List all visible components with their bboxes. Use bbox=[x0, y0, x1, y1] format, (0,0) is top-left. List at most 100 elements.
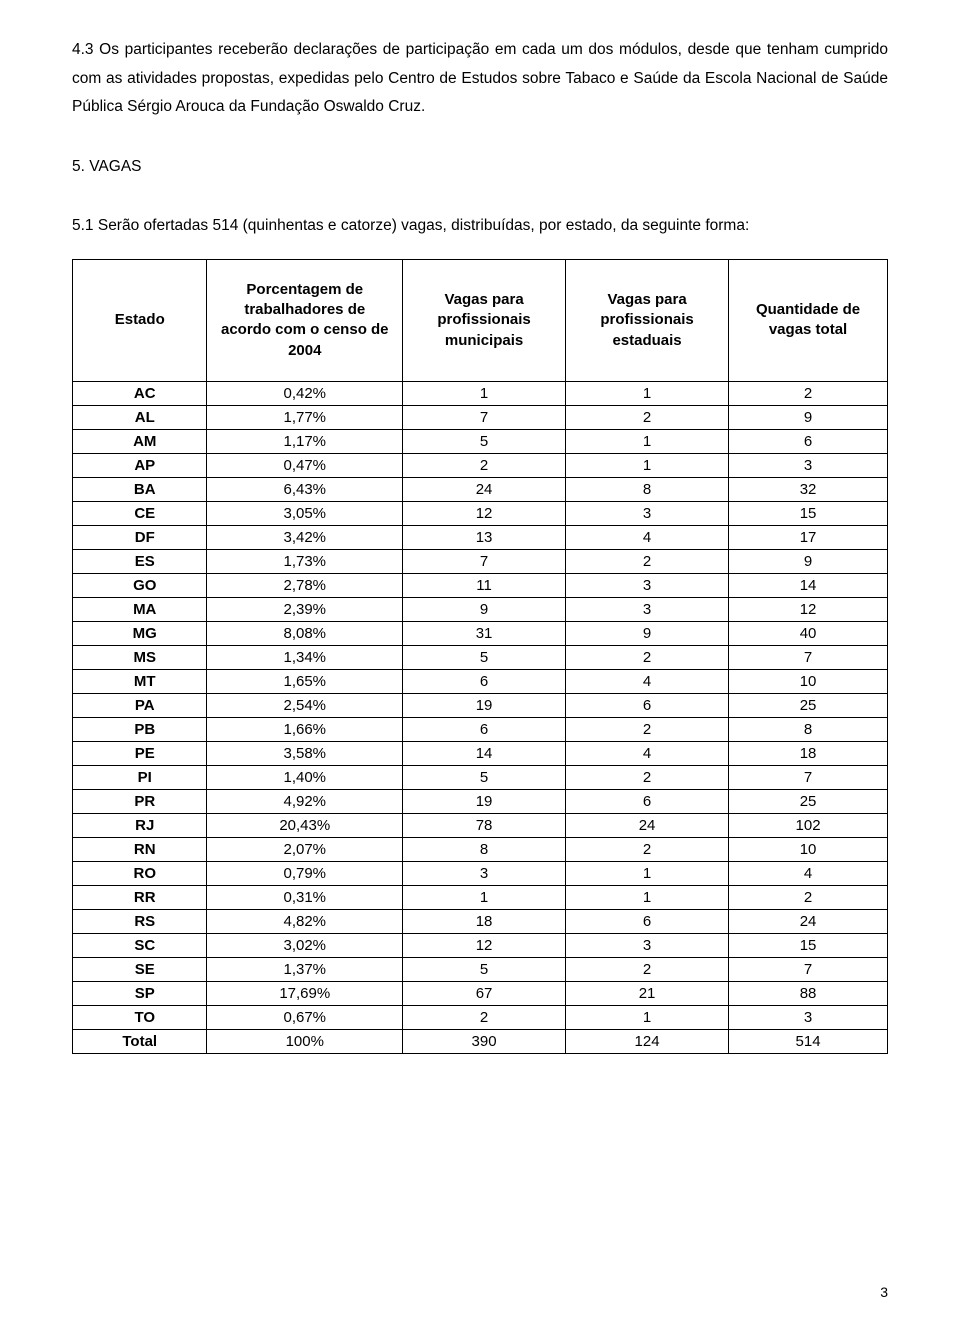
page-number: 3 bbox=[880, 1284, 888, 1300]
table-cell: GO bbox=[73, 573, 207, 597]
table-cell: PB bbox=[73, 717, 207, 741]
table-cell: 78 bbox=[403, 813, 566, 837]
table-cell: 0,47% bbox=[207, 453, 403, 477]
table-cell: 1 bbox=[566, 1005, 729, 1029]
table-row: PI1,40%527 bbox=[73, 765, 888, 789]
table-cell: 1 bbox=[403, 885, 566, 909]
table-cell: 15 bbox=[729, 933, 888, 957]
table-cell: 1,65% bbox=[207, 669, 403, 693]
table-cell: 2 bbox=[566, 549, 729, 573]
table-cell: 6,43% bbox=[207, 477, 403, 501]
table-cell: 12 bbox=[729, 597, 888, 621]
table-row: AM1,17%516 bbox=[73, 429, 888, 453]
table-cell: 7 bbox=[403, 549, 566, 573]
table-cell: 2 bbox=[566, 957, 729, 981]
table-cell: 19 bbox=[403, 789, 566, 813]
table-cell: Total bbox=[73, 1029, 207, 1053]
table-cell: 8 bbox=[566, 477, 729, 501]
table-cell: 3,02% bbox=[207, 933, 403, 957]
table-cell: 6 bbox=[729, 429, 888, 453]
table-cell: 2 bbox=[729, 885, 888, 909]
table-cell: 6 bbox=[566, 693, 729, 717]
table-cell: 4 bbox=[566, 741, 729, 765]
table-cell: 6 bbox=[566, 789, 729, 813]
table-header-row: Estado Porcentagem de trabalhadores de a… bbox=[73, 259, 888, 381]
table-cell: AM bbox=[73, 429, 207, 453]
table-cell: 102 bbox=[729, 813, 888, 837]
table-cell: DF bbox=[73, 525, 207, 549]
table-cell: 9 bbox=[566, 621, 729, 645]
table-cell: PA bbox=[73, 693, 207, 717]
table-cell: 5 bbox=[403, 429, 566, 453]
table-cell: 3 bbox=[566, 597, 729, 621]
table-cell: 13 bbox=[403, 525, 566, 549]
table-cell: 8 bbox=[403, 837, 566, 861]
table-row: MT1,65%6410 bbox=[73, 669, 888, 693]
section-heading-5: 5. VAGAS bbox=[72, 152, 888, 181]
table-cell: 0,67% bbox=[207, 1005, 403, 1029]
table-row: AC0,42%112 bbox=[73, 381, 888, 405]
table-cell: 9 bbox=[729, 405, 888, 429]
table-cell: 1,37% bbox=[207, 957, 403, 981]
table-cell: 3 bbox=[729, 453, 888, 477]
table-cell: 6 bbox=[566, 909, 729, 933]
table-cell: MA bbox=[73, 597, 207, 621]
table-cell: 24 bbox=[566, 813, 729, 837]
table-cell: 17,69% bbox=[207, 981, 403, 1005]
table-cell: 18 bbox=[729, 741, 888, 765]
table-cell: BA bbox=[73, 477, 207, 501]
table-row: GO2,78%11314 bbox=[73, 573, 888, 597]
table-cell: 12 bbox=[403, 501, 566, 525]
table-cell: RR bbox=[73, 885, 207, 909]
table-row: Total100%390124514 bbox=[73, 1029, 888, 1053]
table-cell: RN bbox=[73, 837, 207, 861]
table-row: RS4,82%18624 bbox=[73, 909, 888, 933]
table-cell: 20,43% bbox=[207, 813, 403, 837]
table-cell: 24 bbox=[729, 909, 888, 933]
table-cell: 5 bbox=[403, 957, 566, 981]
table-cell: 40 bbox=[729, 621, 888, 645]
table-cell: 1,40% bbox=[207, 765, 403, 789]
table-cell: 100% bbox=[207, 1029, 403, 1053]
table-row: RN2,07%8210 bbox=[73, 837, 888, 861]
table-cell: PE bbox=[73, 741, 207, 765]
table-cell: PI bbox=[73, 765, 207, 789]
table-cell: 31 bbox=[403, 621, 566, 645]
table-row: BA6,43%24832 bbox=[73, 477, 888, 501]
table-cell: 1,17% bbox=[207, 429, 403, 453]
table-cell: 4 bbox=[729, 861, 888, 885]
table-cell: 1 bbox=[566, 453, 729, 477]
table-cell: 1 bbox=[566, 861, 729, 885]
table-row: PA2,54%19625 bbox=[73, 693, 888, 717]
vagas-table: Estado Porcentagem de trabalhadores de a… bbox=[72, 259, 888, 1054]
table-cell: SP bbox=[73, 981, 207, 1005]
table-cell: 2 bbox=[566, 837, 729, 861]
table-cell: 2,07% bbox=[207, 837, 403, 861]
table-cell: 7 bbox=[729, 645, 888, 669]
table-cell: SC bbox=[73, 933, 207, 957]
table-cell: 7 bbox=[729, 957, 888, 981]
col-vagas-estaduais: Vagas para profissionais estaduais bbox=[566, 259, 729, 381]
table-cell: 1,77% bbox=[207, 405, 403, 429]
table-cell: 3 bbox=[566, 501, 729, 525]
table-cell: 11 bbox=[403, 573, 566, 597]
table-cell: 2,39% bbox=[207, 597, 403, 621]
table-cell: 1,34% bbox=[207, 645, 403, 669]
table-cell: 2 bbox=[403, 1005, 566, 1029]
table-row: ES1,73%729 bbox=[73, 549, 888, 573]
table-cell: 21 bbox=[566, 981, 729, 1005]
table-cell: 9 bbox=[729, 549, 888, 573]
table-cell: 0,42% bbox=[207, 381, 403, 405]
table-cell: 124 bbox=[566, 1029, 729, 1053]
table-cell: RJ bbox=[73, 813, 207, 837]
table-cell: 10 bbox=[729, 837, 888, 861]
table-cell: 12 bbox=[403, 933, 566, 957]
table-cell: 9 bbox=[403, 597, 566, 621]
table-cell: 3 bbox=[566, 933, 729, 957]
table-row: AL1,77%729 bbox=[73, 405, 888, 429]
table-cell: AL bbox=[73, 405, 207, 429]
table-row: MG8,08%31940 bbox=[73, 621, 888, 645]
table-cell: 2,54% bbox=[207, 693, 403, 717]
table-cell: 19 bbox=[403, 693, 566, 717]
table-row: SP17,69%672188 bbox=[73, 981, 888, 1005]
